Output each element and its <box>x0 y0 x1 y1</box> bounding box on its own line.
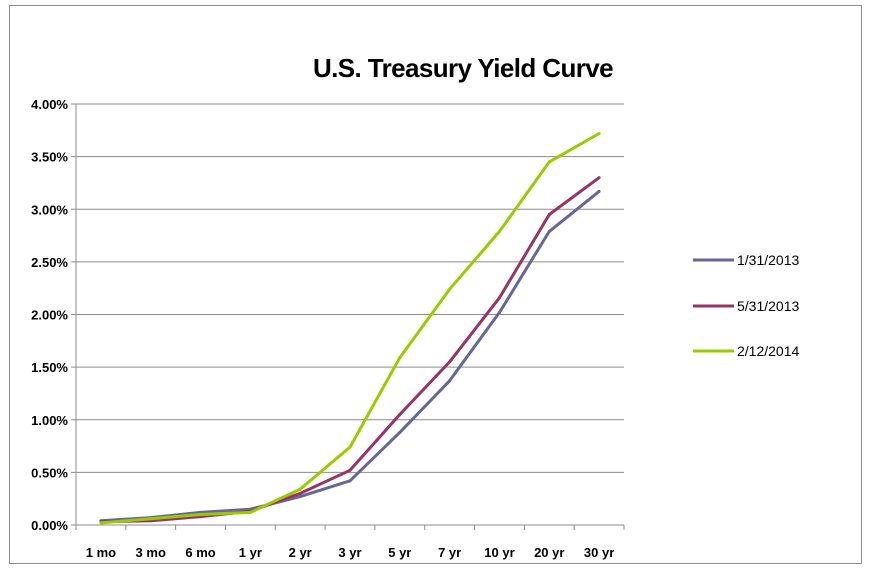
y-tick-label: 1.00% <box>31 413 68 428</box>
data-point <box>298 491 302 495</box>
data-point <box>497 229 501 233</box>
legend-label: 1/31/2013 <box>737 252 799 268</box>
data-point <box>248 510 252 514</box>
data-point <box>547 213 551 217</box>
series-lines <box>99 131 601 525</box>
y-tick-label: 2.00% <box>31 308 68 323</box>
y-tick-label: 4.00% <box>31 97 68 112</box>
x-tick-label: 1 mo <box>86 545 116 560</box>
x-tick-label: 30 yr <box>584 545 614 560</box>
x-tick-label: 1 yr <box>239 545 262 560</box>
data-point <box>348 468 352 472</box>
x-tick-label: 5 yr <box>388 545 411 560</box>
x-tick-label: 6 mo <box>185 545 215 560</box>
gridlines <box>76 103 624 473</box>
legend-label: 5/31/2013 <box>737 298 799 314</box>
legend: 1/31/2013 5/31/2013 2/12/2014 <box>693 252 799 359</box>
data-point <box>398 412 402 416</box>
series-line-3 <box>100 132 600 525</box>
data-point <box>448 360 452 364</box>
x-tick-label: 10 yr <box>484 545 514 560</box>
y-tick-label: 1.50% <box>31 360 68 375</box>
data-point <box>448 287 452 291</box>
data-point <box>547 160 551 164</box>
data-point <box>348 479 352 483</box>
data-point <box>547 229 551 233</box>
chart-frame <box>9 5 862 564</box>
data-point <box>497 310 501 314</box>
y-tick-label: 2.50% <box>31 255 68 270</box>
x-tick-label: 7 yr <box>438 545 461 560</box>
data-point <box>149 517 153 521</box>
y-tick-label: 3.50% <box>31 150 68 165</box>
data-point <box>298 495 302 499</box>
y-tick-label: 3.00% <box>31 202 68 217</box>
data-point <box>497 296 501 300</box>
data-point <box>199 512 203 516</box>
data-point <box>597 189 601 193</box>
x-tick-label: 20 yr <box>534 545 564 560</box>
data-point <box>597 176 601 180</box>
chart-title: U.S. Treasury Yield Curve <box>313 53 613 83</box>
x-tick-label: 2 yr <box>289 545 312 560</box>
data-point <box>398 356 402 360</box>
axes <box>75 104 624 526</box>
y-tick-label: 0.50% <box>31 465 68 480</box>
legend-label: 2/12/2014 <box>737 343 799 359</box>
y-tick-label: 0.00% <box>31 518 68 533</box>
data-point <box>597 131 601 135</box>
data-point <box>448 379 452 383</box>
x-tick-label: 3 mo <box>136 545 166 560</box>
x-tick-label: 3 yr <box>338 545 361 560</box>
data-point <box>298 487 302 491</box>
data-point <box>99 521 103 525</box>
data-point <box>398 430 402 434</box>
data-point <box>348 445 352 449</box>
x-axis-ticks: 1 mo 3 mo 6 mo 1 yr 2 yr 3 yr 5 yr 7 yr 10 yr 20 … <box>75 525 625 560</box>
y-axis-ticks: 0.00% 0.50% 1.00% 1.50% 2.00% 2.50% 3.00% 3.50%… <box>31 97 76 533</box>
